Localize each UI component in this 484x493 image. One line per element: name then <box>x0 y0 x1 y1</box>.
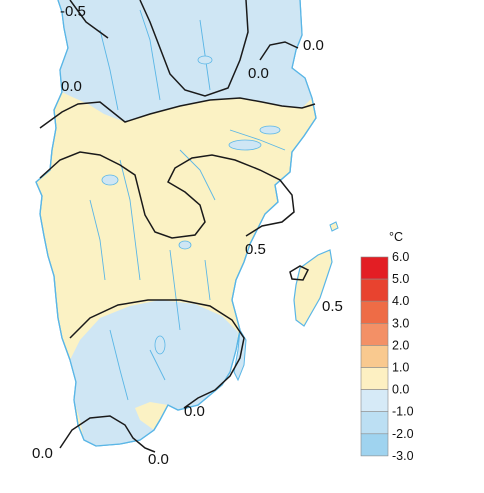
legend: °C 6.0 5.0 4.0 3.0 2.0 1.0 0.0 -1.0 -2.0 -3.0 <box>360 230 414 463</box>
lakes <box>101 55 281 355</box>
contour-lines <box>39 0 316 453</box>
contour-southwest-0-0 <box>59 415 156 453</box>
legend-label: 6.0 <box>392 250 409 264</box>
contour-label: 0.0 <box>248 65 269 82</box>
contour-gotland-0-5 <box>289 265 310 281</box>
legend-labels: 6.0 5.0 4.0 3.0 2.0 1.0 0.0 -1.0 -2.0 -3.0 <box>392 250 414 463</box>
contour-east-0-0 <box>259 41 299 61</box>
contour-label: 0.5 <box>322 298 343 315</box>
contour-label: 0.5 <box>245 241 266 258</box>
contour-minus-0-5 <box>69 0 109 39</box>
legend-label: -3.0 <box>392 449 414 463</box>
legend-swatch <box>360 278 389 302</box>
legend-swatch <box>360 367 389 390</box>
legend-swatch <box>360 389 389 413</box>
legend-swatch <box>360 322 389 346</box>
contour-label: 0.0 <box>303 37 324 54</box>
legend-label: -2.0 <box>392 427 414 441</box>
legend-label: 0.0 <box>392 383 409 397</box>
legend-label: 3.0 <box>392 316 409 330</box>
contour-label: 0.0 <box>32 445 53 462</box>
contour-north-0-0 <box>39 97 316 129</box>
contour-label: 0.0 <box>148 451 169 468</box>
contour-south-0-0 <box>69 299 245 409</box>
contour-label: 0.0 <box>61 78 82 95</box>
island-gotska <box>329 221 339 232</box>
legend-swatch <box>360 300 389 324</box>
legend-label: 1.0 <box>392 361 409 375</box>
legend-swatches <box>360 256 389 457</box>
contour-labels: -0.5 0.0 0.0 0.0 0.5 0.5 0.0 0.0 0.0 <box>32 3 343 468</box>
contour-north-upper-0-0 <box>139 0 249 97</box>
legend-label: 5.0 <box>392 272 409 286</box>
contour-middle-0-5 <box>39 151 295 239</box>
legend-swatch <box>360 345 389 368</box>
inland-waters <box>89 9 286 401</box>
legend-label: 2.0 <box>392 338 409 352</box>
legend-swatch <box>360 411 389 435</box>
contour-label: -0.5 <box>60 3 86 20</box>
legend-label: 4.0 <box>392 294 409 308</box>
island-gotland <box>293 249 333 327</box>
legend-swatch <box>360 256 389 280</box>
contour-label: 0.0 <box>184 403 205 420</box>
legend-swatch <box>360 433 389 457</box>
legend-unit: °C <box>389 230 403 244</box>
legend-label: -1.0 <box>392 405 414 419</box>
